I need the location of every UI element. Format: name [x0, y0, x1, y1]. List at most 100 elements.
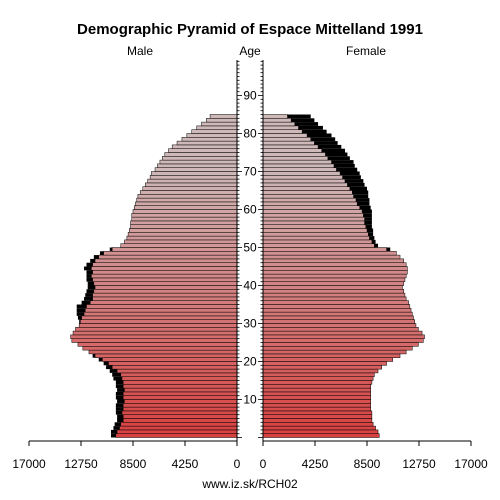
- female-excess-age-57: [364, 217, 372, 221]
- male-excess-age-1: [110, 429, 118, 434]
- female-bar-age-55: [262, 224, 367, 229]
- male-excess-age-48: [99, 251, 104, 256]
- female-bar-age-58: [262, 213, 364, 218]
- male-bar-age-81: [196, 125, 238, 130]
- male-excess-age-4: [117, 418, 124, 423]
- female-bar-age-10: [262, 395, 371, 400]
- female-excess-age-73: [327, 156, 350, 161]
- male-bar-age-9: [124, 399, 238, 404]
- female-bar-age-32: [262, 311, 413, 317]
- female-bar-age-84: [262, 114, 288, 119]
- male-bar-age-58: [131, 213, 238, 218]
- male-excess-age-41: [86, 277, 93, 282]
- male-excess-age-2: [113, 426, 120, 430]
- female-bar-age-66: [262, 182, 348, 187]
- male-bar-age-52: [126, 235, 238, 241]
- male-bar-age-14: [122, 380, 238, 385]
- female-bar-age-23: [262, 346, 413, 351]
- female-bar-age-46: [262, 258, 404, 263]
- female-bar-age-49: [262, 247, 387, 252]
- male-bar-age-0: [115, 433, 238, 438]
- female-bar-age-37: [262, 292, 406, 298]
- female-bar-age-1: [262, 429, 379, 434]
- female-bar-age-31: [262, 315, 414, 320]
- female-bar-age-24: [262, 342, 419, 347]
- female-excess-age-68: [342, 175, 361, 180]
- male-excess-age-40: [87, 281, 94, 286]
- female-excess-age-72: [331, 160, 354, 164]
- female-bar-age-47: [262, 254, 401, 260]
- female-excess-age-53: [368, 232, 374, 237]
- age-tick-label: 20: [243, 355, 257, 369]
- female-bar-age-65: [262, 186, 351, 191]
- female-excess-age-50: [374, 243, 379, 248]
- female-excess-age-69: [340, 171, 360, 176]
- male-bar-age-53: [127, 232, 238, 237]
- male-bar-age-49: [111, 247, 238, 252]
- age-tick-label: 90: [243, 89, 257, 103]
- male-bars: [70, 114, 238, 438]
- male-bar-age-24: [77, 342, 238, 347]
- female-bar-age-25: [262, 338, 424, 343]
- male-bar-age-19: [108, 361, 238, 366]
- male-bar-age-75: [168, 148, 238, 153]
- female-bar-age-30: [262, 319, 415, 324]
- female-excess-age-52: [369, 236, 375, 240]
- female-bar-age-71: [262, 163, 335, 168]
- male-bar-age-30: [80, 319, 238, 324]
- female-excess-age-62: [355, 198, 370, 202]
- male-bar-age-23: [82, 346, 238, 351]
- female-excess-age-80: [302, 129, 327, 134]
- female-bar-age-79: [262, 133, 308, 138]
- male-bar-age-84: [209, 114, 238, 119]
- female-x-tick-label: 0: [260, 457, 267, 471]
- female-bar-age-4: [262, 418, 373, 423]
- male-bar-age-12: [124, 387, 238, 393]
- male-bar-age-48: [103, 251, 238, 256]
- male-bar-age-71: [157, 163, 238, 168]
- male-excess-age-3: [114, 422, 121, 427]
- female-bar-age-74: [262, 152, 326, 157]
- male-excess-age-35: [81, 300, 91, 305]
- female-excess-age-60: [359, 205, 371, 210]
- male-excess-age-14: [115, 380, 124, 385]
- male-excess-age-16: [112, 372, 121, 377]
- male-excess-age-45: [86, 262, 93, 267]
- male-bar-age-73: [162, 156, 238, 161]
- male-bar-age-65: [142, 186, 238, 191]
- male-bar-age-43: [92, 270, 238, 275]
- female-excess-age-49: [386, 247, 391, 252]
- male-x-tick-label: 12750: [64, 457, 98, 471]
- female-bar-age-12: [262, 387, 371, 393]
- male-excess-age-6: [115, 410, 122, 415]
- male-excess-age-37: [85, 293, 93, 297]
- male-x-tick-label: 8500: [120, 457, 147, 471]
- male-bar-age-3: [120, 422, 238, 427]
- male-bar-age-51: [124, 239, 238, 244]
- male-bar-age-68: [149, 175, 238, 180]
- female-bar-age-51: [262, 239, 373, 244]
- female-bar-age-9: [262, 399, 371, 404]
- female-excess-age-64: [352, 190, 369, 195]
- female-bar-age-14: [262, 380, 373, 385]
- female-bar-age-21: [262, 353, 401, 358]
- female-excess-age-51: [371, 239, 376, 244]
- male-bar-age-72: [159, 159, 238, 165]
- male-bar-age-62: [136, 197, 238, 203]
- female-bar-age-38: [262, 289, 404, 294]
- chart-title: Demographic Pyramid of Espace Mittelland…: [77, 21, 423, 38]
- male-excess-age-31: [77, 315, 82, 320]
- male-bar-age-54: [129, 228, 238, 233]
- female-bar-age-13: [262, 384, 371, 389]
- male-x-tick-label: 0: [234, 457, 241, 471]
- female-bar-age-82: [262, 121, 296, 127]
- male-label: Male: [127, 44, 153, 58]
- female-bar-age-81: [262, 125, 299, 130]
- male-excess-age-33: [76, 308, 86, 313]
- female-bar-age-80: [262, 129, 303, 134]
- female-bar-age-26: [262, 334, 425, 339]
- female-bar-age-62: [262, 197, 357, 203]
- male-bar-age-15: [121, 376, 238, 381]
- female-bar-age-40: [262, 281, 404, 286]
- male-excess-age-10: [115, 395, 124, 400]
